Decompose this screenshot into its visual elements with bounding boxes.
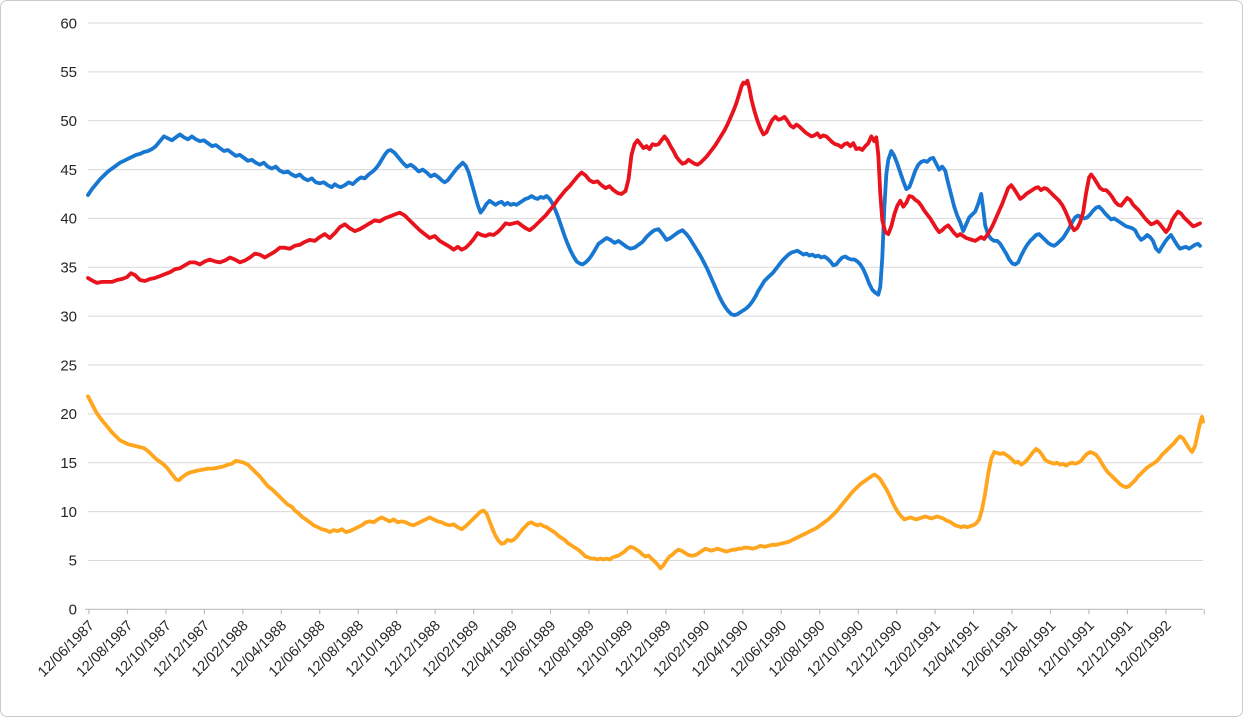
y-axis-label: 5 bbox=[69, 553, 77, 570]
y-axis-label: 15 bbox=[60, 455, 77, 472]
y-axis-label: 35 bbox=[60, 260, 77, 277]
y-axis-label: 25 bbox=[60, 357, 77, 374]
y-axis-label: 0 bbox=[69, 602, 77, 619]
y-axis-label: 40 bbox=[60, 211, 77, 228]
y-axis-label: 55 bbox=[60, 64, 77, 81]
y-axis-label: 20 bbox=[60, 406, 77, 423]
red-series-line bbox=[86, 78, 1202, 285]
orange-series-line bbox=[86, 394, 1205, 571]
y-axis-label: 45 bbox=[60, 162, 77, 179]
y-axis-label: 10 bbox=[60, 504, 77, 521]
blue-series-line bbox=[86, 132, 1202, 318]
y-axis-label: 50 bbox=[60, 113, 77, 130]
y-axis-label: 30 bbox=[60, 308, 77, 325]
y-axis-label: 60 bbox=[60, 15, 77, 32]
